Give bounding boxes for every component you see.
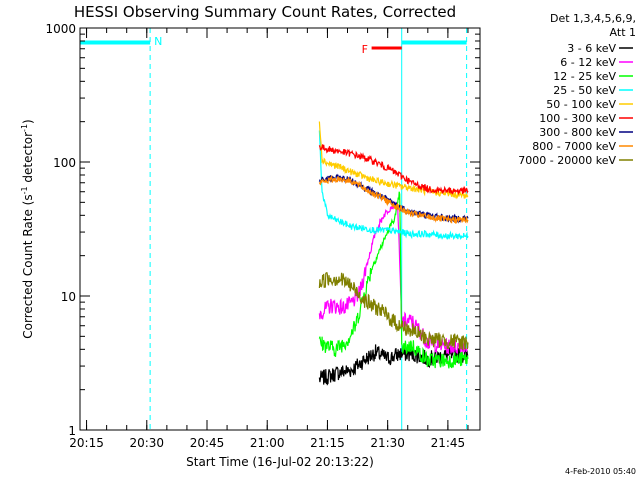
x-tick-label: 20:30 xyxy=(129,436,164,450)
flare-label: F xyxy=(362,43,368,56)
series-line xyxy=(318,272,469,351)
y-axis-label-part3: ) xyxy=(21,119,35,124)
y-axis: 1 10 100 1000 xyxy=(45,22,480,438)
x-tick-label: 20:45 xyxy=(190,436,225,450)
legend-label: 50 - 100 keV xyxy=(546,98,616,111)
legend-label: 300 - 800 keV xyxy=(539,126,616,139)
x-tick-label: 20:15 xyxy=(69,436,104,450)
series-line xyxy=(318,130,469,241)
x-tick-label: 21:15 xyxy=(310,436,345,450)
series-layer xyxy=(318,121,469,386)
x-axis-label: Start Time (16-Jul-02 20:13:22) xyxy=(186,455,374,469)
y-axis-label: Corrected Count Rate (s-1 detector-1) xyxy=(20,119,35,338)
plot-frame xyxy=(79,27,481,431)
series-line xyxy=(318,144,469,196)
y-axis-label-sup2: -1 xyxy=(20,124,29,132)
annotation-layer: NF xyxy=(80,35,467,56)
night-label: N xyxy=(154,35,162,48)
series-line xyxy=(318,175,469,224)
y-axis-label-sup1: -1 xyxy=(20,186,29,194)
legend-header-line1: Det 1,3,4,5,6,9, xyxy=(550,12,636,25)
y-tick-label: 100 xyxy=(53,156,76,170)
y-tick-label: 1000 xyxy=(45,22,76,36)
legend-label: 25 - 50 keV xyxy=(553,84,616,97)
generation-timestamp: 4-Feb-2010 05:40 xyxy=(565,467,636,476)
legend-header-line2: Att 1 xyxy=(610,26,636,39)
x-tick-label: 21:00 xyxy=(250,436,285,450)
series-line xyxy=(318,121,469,200)
legend-label: 12 - 25 keV xyxy=(553,70,616,83)
legend-label: 6 - 12 keV xyxy=(560,56,616,69)
series-line xyxy=(318,191,469,369)
y-axis-label-part1: Corrected Count Rate (s xyxy=(21,194,35,338)
legend-label: 100 - 300 keV xyxy=(539,112,616,125)
legend-label: 800 - 7000 keV xyxy=(532,140,616,153)
vertical-markers xyxy=(149,28,468,430)
x-axis: 20:15 20:30 20:45 21:00 21:15 21:30 21:45 xyxy=(69,28,469,450)
legend-label: 7000 - 20000 keV xyxy=(518,154,616,167)
y-axis-label-part2: detector xyxy=(21,132,35,187)
legend-label: 3 - 6 keV xyxy=(567,42,616,55)
x-tick-label: 21:30 xyxy=(370,436,405,450)
y-tick-label: 10 xyxy=(61,290,76,304)
x-tick-label: 21:45 xyxy=(431,436,466,450)
y-tick-label: 1 xyxy=(68,424,76,438)
chart-title: HESSI Observing Summary Count Rates, Cor… xyxy=(74,3,456,21)
